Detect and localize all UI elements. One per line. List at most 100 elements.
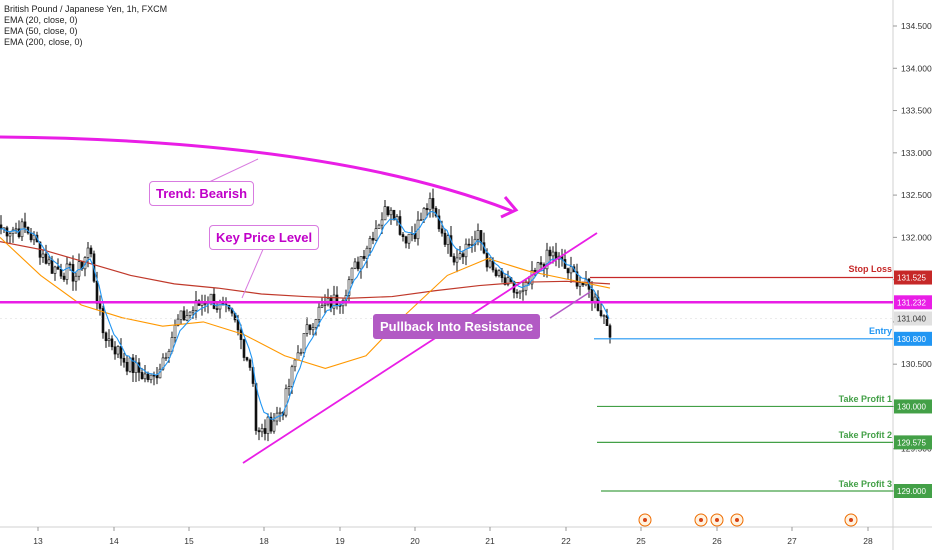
candle-body-142 xyxy=(425,208,429,211)
candle-body-23 xyxy=(68,263,72,266)
candle-body-123 xyxy=(368,238,372,249)
candle-body-72 xyxy=(215,308,219,310)
candle-body-82 xyxy=(245,357,249,361)
candle-body-162 xyxy=(485,252,489,268)
candle-body-151 xyxy=(452,256,456,263)
candle-body-202 xyxy=(605,315,609,326)
entry-label: Entry xyxy=(868,326,892,336)
candle-body-10 xyxy=(29,232,33,241)
y-tick-label-3: 133.000 xyxy=(901,148,932,158)
candle-body-21 xyxy=(62,275,66,280)
candle-body-98 xyxy=(293,359,297,368)
event-icon-1-dot xyxy=(643,518,647,522)
candle-body-140 xyxy=(419,219,423,222)
candle-body-49 xyxy=(146,373,150,381)
candle-body-126 xyxy=(377,224,381,229)
candle-body-159 xyxy=(476,230,480,240)
candle-body-119 xyxy=(356,261,360,270)
candle-body-35 xyxy=(104,332,108,342)
key-level-annotation[interactable]: Key Price Level xyxy=(209,225,320,250)
candle-body-165 xyxy=(494,269,498,276)
candle-body-96 xyxy=(287,386,291,390)
candle-body-203 xyxy=(608,325,612,338)
x-tick-label-5: 20 xyxy=(410,536,420,546)
candle-body-190 xyxy=(569,266,573,274)
candle-body-34 xyxy=(101,308,105,334)
candle-body-60 xyxy=(179,310,183,320)
take-profit-2-label: Take Profit 2 xyxy=(838,430,892,440)
tp1-price-value: 130.000 xyxy=(897,402,926,411)
candle-body-116 xyxy=(347,279,351,296)
candle-body-107 xyxy=(320,305,324,308)
candle-body-67 xyxy=(200,303,204,306)
ema50-legend: EMA (50, close, 0) xyxy=(4,26,78,36)
candle-body-32 xyxy=(95,280,99,304)
candle-body-3 xyxy=(8,233,12,237)
trend-annotation[interactable]: Trend: Bearish xyxy=(149,181,255,206)
candle-body-155 xyxy=(464,243,468,258)
candle-body-51 xyxy=(152,374,156,377)
x-tick-label-10: 27 xyxy=(787,536,797,546)
candle-body-43 xyxy=(128,357,132,372)
candle-body-5 xyxy=(14,228,18,231)
x-tick-label-7: 22 xyxy=(561,536,571,546)
candle-body-163 xyxy=(488,260,492,268)
candle-body-182 xyxy=(545,249,549,270)
y-tick-label-5: 132.000 xyxy=(901,232,932,242)
tp3-price-value: 129.000 xyxy=(897,487,926,496)
candle-body-118 xyxy=(353,261,357,269)
candle-body-117 xyxy=(350,267,354,281)
x-tick-label-3: 18 xyxy=(259,536,269,546)
candle-body-112 xyxy=(335,294,339,306)
candle-body-149 xyxy=(446,235,450,245)
candle-body-45 xyxy=(134,362,138,373)
pullback-annotation[interactable]: Pullback Into Resistance xyxy=(373,314,541,339)
x-tick-label-1: 14 xyxy=(109,536,119,546)
x-tick-label-4: 19 xyxy=(335,536,345,546)
candle-body-152 xyxy=(455,257,459,263)
candle-body-2 xyxy=(5,227,9,237)
candle-body-89 xyxy=(266,416,270,434)
tp2-price-tag xyxy=(894,435,932,450)
candle-body-150 xyxy=(449,235,453,257)
candle-body-38 xyxy=(113,346,117,355)
candle-body-189 xyxy=(566,268,570,274)
y-tick-label-4: 132.500 xyxy=(901,190,932,200)
candle-body-56 xyxy=(167,350,171,358)
candle-body-97 xyxy=(290,366,294,387)
trend-pointer-line xyxy=(206,158,259,184)
candle-body-180 xyxy=(539,262,543,265)
candle-body-18 xyxy=(53,266,57,274)
candle-body-102 xyxy=(305,324,309,334)
candle-body-25 xyxy=(74,275,78,282)
candle-body-65 xyxy=(194,300,198,311)
candle-body-90 xyxy=(269,416,273,432)
candle-body-40 xyxy=(119,346,123,359)
candle-body-184 xyxy=(551,251,555,257)
event-icon-3-dot xyxy=(715,518,719,522)
candle-body-39 xyxy=(116,346,120,355)
candle-body-58 xyxy=(173,325,177,338)
stop_loss-price-value: 131.525 xyxy=(897,274,926,283)
candle-body-127 xyxy=(380,219,384,226)
candle-body-147 xyxy=(440,228,444,234)
candle-body-197 xyxy=(590,289,594,304)
candle-body-42 xyxy=(125,361,129,372)
event-icon-4-dot xyxy=(849,518,853,522)
candle-body-108 xyxy=(323,303,327,306)
tp1-price-tag xyxy=(894,399,932,414)
candle-body-37 xyxy=(110,338,114,348)
candle-body-146 xyxy=(437,215,441,230)
candle-body-16 xyxy=(47,259,51,264)
candle-body-36 xyxy=(107,338,111,342)
candle-body-41 xyxy=(122,357,126,363)
candle-body-106 xyxy=(317,306,321,320)
candle-body-62 xyxy=(185,315,189,321)
candle-body-185 xyxy=(554,251,558,260)
candle-body-88 xyxy=(263,428,267,434)
candle-body-192 xyxy=(575,271,579,287)
candle-body-174 xyxy=(521,289,525,292)
candle-body-11 xyxy=(32,234,36,241)
candle-body-81 xyxy=(242,339,246,358)
